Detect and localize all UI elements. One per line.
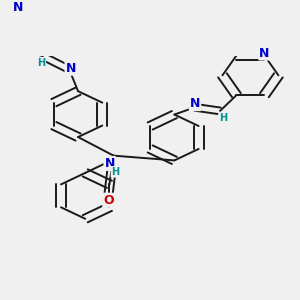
Text: N: N [65,62,76,75]
Text: N: N [190,97,200,110]
Text: H: H [219,113,227,123]
Text: O: O [103,194,114,207]
Text: N: N [104,157,115,170]
Text: H: H [112,167,120,177]
Text: H: H [37,58,45,68]
Text: N: N [12,1,23,14]
Text: N: N [259,46,270,60]
